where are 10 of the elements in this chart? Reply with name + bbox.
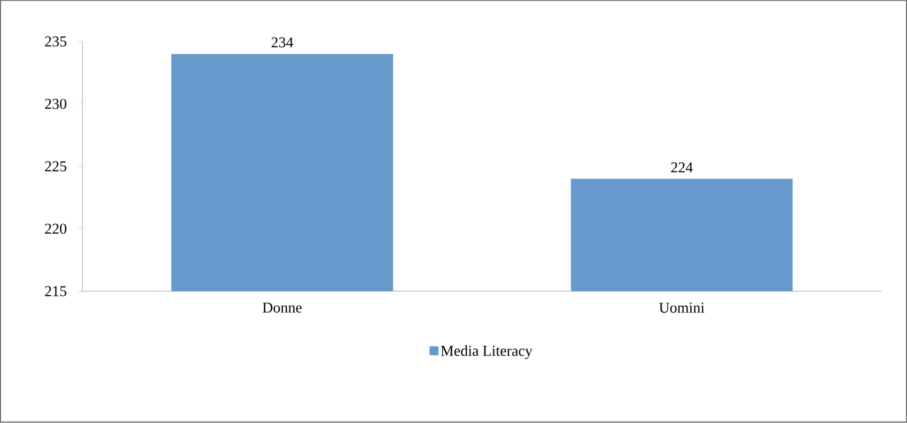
y-tick-label: 225 — [45, 162, 66, 172]
y-tick-label: 215 — [45, 286, 66, 296]
data-label: 234 — [272, 38, 294, 48]
x-tick-label: Donne — [262, 302, 302, 313]
data-label: 224 — [671, 162, 693, 173]
legend-label: Media Literacy — [440, 346, 532, 360]
y-tick-label: 235 — [45, 36, 66, 47]
y-tick-label: 220 — [45, 224, 66, 234]
y-tick-label: 230 — [45, 99, 66, 110]
x-tick-label: Uomini — [659, 302, 704, 313]
